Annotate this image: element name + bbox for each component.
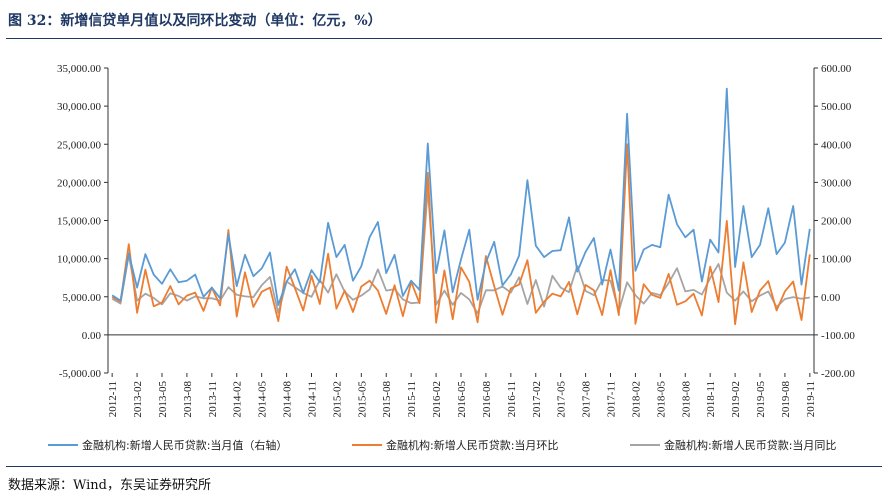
right-tick-label: 400.00 bbox=[821, 139, 852, 151]
x-tick-label: 2016-11 bbox=[506, 381, 518, 417]
source-note: 数据来源：Wind，东吴证券研究所 bbox=[8, 478, 211, 493]
left-tick-label: 25,000.00 bbox=[57, 139, 102, 151]
x-tick-label: 2013-02 bbox=[132, 381, 144, 418]
x-tick-label: 2015-05 bbox=[356, 381, 368, 418]
x-tick-label: 2016-05 bbox=[456, 381, 468, 418]
x-tick-label: 2019-05 bbox=[755, 381, 767, 418]
left-tick-label: 0.00 bbox=[82, 330, 102, 342]
x-tick-label: 2019-02 bbox=[730, 381, 742, 418]
right-tick-label: 200.00 bbox=[821, 216, 852, 228]
source-rule bbox=[6, 466, 882, 467]
legend-label: 金融机构:新增人民币贷款:当月同比 bbox=[664, 438, 836, 452]
series-line-2 bbox=[111, 143, 811, 326]
x-tick-label: 2017-11 bbox=[606, 381, 618, 417]
left-tick-label: -5,000.00 bbox=[59, 368, 102, 380]
left-tick-label: 10,000.00 bbox=[57, 254, 102, 266]
left-tick-label: 30,000.00 bbox=[57, 101, 102, 113]
title-rule bbox=[6, 38, 882, 39]
left-tick-label: 15,000.00 bbox=[57, 216, 102, 228]
line-chart: -5,000.00 0.00 5,000.00 10,000.00 15,000.00 2… bbox=[48, 63, 855, 452]
x-tick-label: 2015-08 bbox=[381, 381, 393, 418]
x-tick-label: 2013-05 bbox=[157, 381, 169, 418]
x-tick-label: 2014-11 bbox=[306, 381, 318, 417]
right-tick-label: 0.00 bbox=[821, 292, 841, 304]
right-tick-label: 500.00 bbox=[821, 101, 852, 113]
x-tick-label: 2012-11 bbox=[107, 381, 119, 417]
right-tick-label: 600.00 bbox=[821, 63, 852, 75]
right-tick-label: 300.00 bbox=[821, 177, 852, 189]
x-tick-label: 2016-08 bbox=[481, 381, 493, 418]
x-tick-label: 2013-08 bbox=[182, 381, 194, 418]
x-tick-label: 2018-08 bbox=[680, 381, 692, 418]
x-tick-label: 2017-08 bbox=[581, 381, 593, 418]
x-tick-label: 2015-02 bbox=[331, 381, 343, 418]
right-tick-label: -100.00 bbox=[821, 330, 855, 342]
figure-title-bar: 图 32：新增信贷单月值以及同环比变动（单位：亿元，%） bbox=[0, 0, 887, 40]
x-tick-label: 2018-02 bbox=[630, 381, 642, 418]
x-tick-label: 2019-11 bbox=[805, 381, 817, 417]
legend-label: 金融机构:新增人民币贷款:当月环比 bbox=[386, 438, 558, 452]
x-tick-label: 2015-11 bbox=[406, 381, 418, 417]
x-tick-label: 2019-08 bbox=[780, 381, 792, 418]
x-tick-label: 2018-05 bbox=[655, 381, 667, 418]
x-tick-label: 2016-02 bbox=[431, 381, 443, 418]
x-tick-label: 2017-02 bbox=[531, 381, 543, 418]
left-tick-label: 20,000.00 bbox=[57, 177, 102, 189]
series-line-3 bbox=[111, 187, 810, 315]
legend-label: 金融机构:新增人民币贷款:当月值（右轴） bbox=[82, 438, 287, 452]
x-tick-label: 2014-05 bbox=[257, 381, 269, 418]
x-tick-label: 2013-11 bbox=[207, 381, 219, 417]
right-tick-label: -200.00 bbox=[821, 368, 855, 380]
x-tick-label: 2017-05 bbox=[556, 381, 568, 418]
right-tick-label: 100.00 bbox=[821, 254, 852, 266]
x-tick-label: 2014-02 bbox=[232, 381, 244, 418]
left-tick-label: 5,000.00 bbox=[63, 292, 102, 304]
x-tick-label: 2014-08 bbox=[282, 381, 294, 418]
series-line-1 bbox=[111, 87, 811, 307]
left-tick-label: 35,000.00 bbox=[57, 63, 102, 75]
figure-title: 图 32：新增信贷单月值以及同环比变动（单位：亿元，%） bbox=[8, 13, 382, 29]
x-tick-label: 2018-11 bbox=[705, 381, 717, 417]
